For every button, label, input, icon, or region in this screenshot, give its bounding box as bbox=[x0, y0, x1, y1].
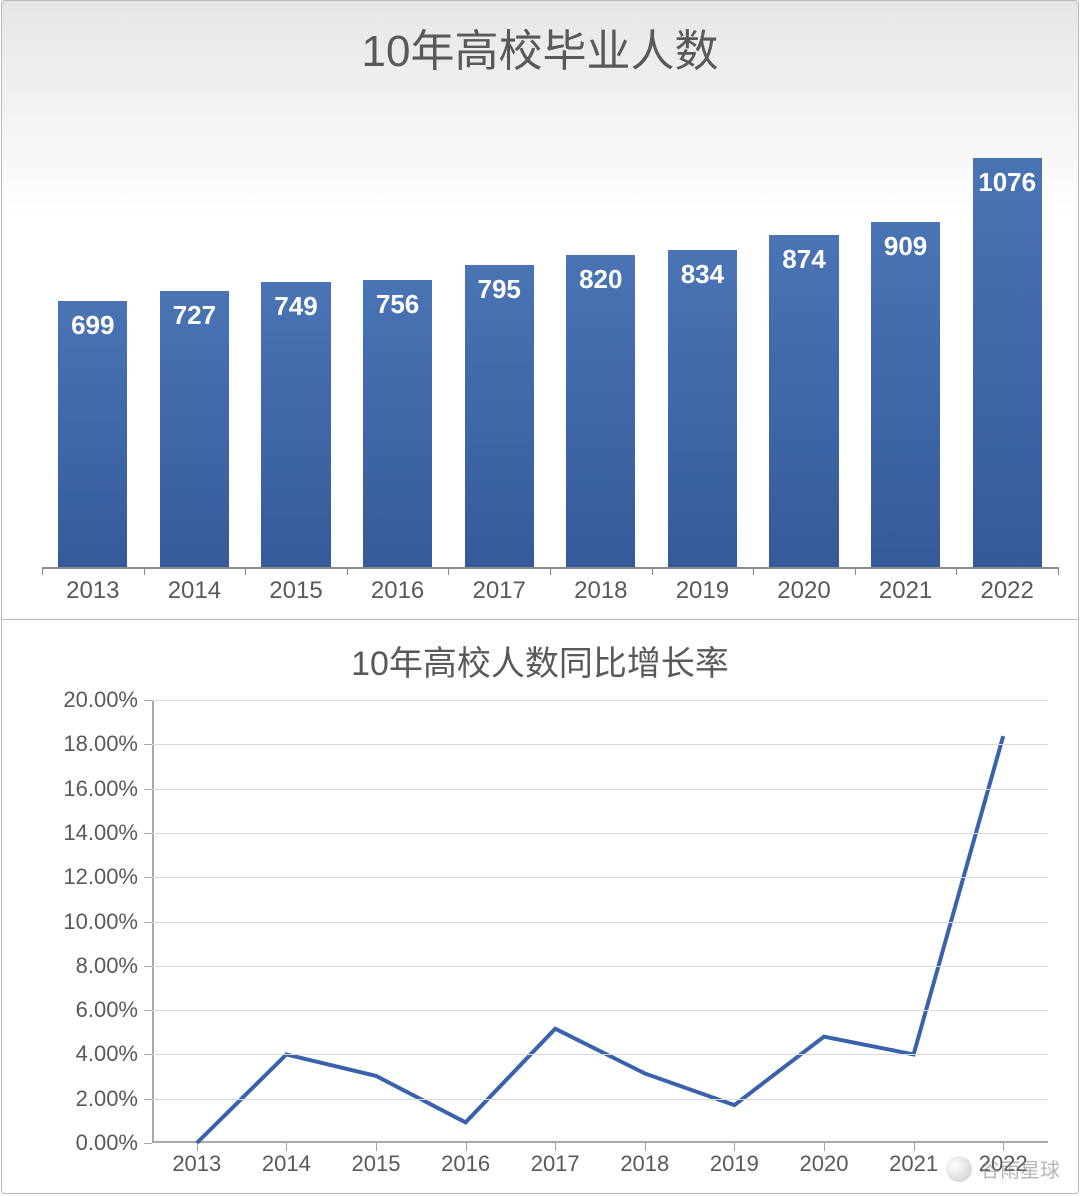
bar bbox=[363, 280, 432, 567]
bar-value-label: 727 bbox=[144, 300, 246, 331]
bar bbox=[465, 265, 534, 567]
line-chart-gridline bbox=[152, 922, 1048, 923]
line-chart-series bbox=[197, 736, 1003, 1143]
line-chart-gridline bbox=[152, 789, 1048, 790]
watermark-icon bbox=[946, 1156, 972, 1182]
line-chart-xtick-mark bbox=[645, 1143, 646, 1151]
line-chart-gridline bbox=[152, 700, 1048, 701]
bar bbox=[871, 222, 940, 567]
bar bbox=[668, 250, 737, 567]
bar-value-label: 795 bbox=[448, 274, 550, 305]
bar-slot: 6992013 bbox=[42, 111, 144, 567]
line-chart-gridline bbox=[152, 1054, 1048, 1055]
line-chart-gridline bbox=[152, 744, 1048, 745]
line-chart-ytick-mark bbox=[144, 789, 152, 790]
bar-xtick-label: 2014 bbox=[144, 567, 246, 605]
line-chart-gridline bbox=[152, 877, 1048, 878]
line-chart-ytick-label: 4.00% bbox=[76, 1041, 152, 1067]
watermark-text: 谷雨星球 bbox=[980, 1154, 1060, 1183]
line-chart-xtick-mark bbox=[466, 1143, 467, 1151]
bar-xtick-label: 2015 bbox=[245, 567, 347, 605]
bar-slot: 10762022 bbox=[956, 111, 1058, 567]
line-chart-gridline bbox=[152, 833, 1048, 834]
bar bbox=[160, 291, 229, 567]
bar-xtick-label: 2019 bbox=[652, 567, 754, 605]
line-chart-xtick-mark bbox=[734, 1143, 735, 1151]
line-chart-ytick-label: 8.00% bbox=[76, 953, 152, 979]
line-chart-title: 10年高校人数同比增长率 bbox=[2, 620, 1078, 685]
line-chart-xtick-mark bbox=[286, 1143, 287, 1151]
bar-chart-plot-area: 6992013727201474920157562016795201782020… bbox=[42, 111, 1058, 569]
bar-value-label: 756 bbox=[347, 289, 449, 320]
bar-xtick-label: 2022 bbox=[956, 567, 1058, 605]
bar-value-label: 874 bbox=[753, 244, 855, 275]
line-chart-ytick-label: 10.00% bbox=[63, 909, 152, 935]
bar-slot: 8202018 bbox=[550, 111, 652, 567]
bar-slot: 8742020 bbox=[753, 111, 855, 567]
line-chart-ytick-label: 16.00% bbox=[63, 776, 152, 802]
line-chart-ytick-label: 20.00% bbox=[63, 687, 152, 713]
line-chart-ytick-label: 6.00% bbox=[76, 997, 152, 1023]
bar-slot: 7272014 bbox=[144, 111, 246, 567]
bar-xtick-label: 2017 bbox=[448, 567, 550, 605]
line-chart-xtick-mark bbox=[914, 1143, 915, 1151]
bar-value-label: 909 bbox=[855, 231, 957, 262]
line-chart-ytick-mark bbox=[144, 922, 152, 923]
bar-value-label: 1076 bbox=[956, 167, 1058, 198]
line-chart-ytick-label: 0.00% bbox=[76, 1130, 152, 1156]
bar bbox=[769, 235, 838, 567]
line-chart-ytick-label: 18.00% bbox=[63, 731, 152, 757]
line-chart-ytick-label: 12.00% bbox=[63, 864, 152, 890]
bar-value-label: 820 bbox=[550, 264, 652, 295]
line-chart-ytick-mark bbox=[144, 1099, 152, 1100]
line-chart-ytick-mark bbox=[144, 700, 152, 701]
line-chart-ytick-mark bbox=[144, 1010, 152, 1011]
line-chart-plot-area: 0.00%2.00%4.00%6.00%8.00%10.00%12.00%14.… bbox=[152, 700, 1048, 1143]
bar-xtick-label: 2020 bbox=[753, 567, 855, 605]
bar-slot: 7492015 bbox=[245, 111, 347, 567]
line-chart-ytick-mark bbox=[144, 744, 152, 745]
line-chart-panel: 10年高校人数同比增长率 0.00%2.00%4.00%6.00%8.00%10… bbox=[1, 620, 1079, 1194]
bar-value-label: 699 bbox=[42, 310, 144, 341]
bar bbox=[973, 158, 1042, 567]
bar-slot: 8342019 bbox=[652, 111, 754, 567]
bar-slot: 7952017 bbox=[448, 111, 550, 567]
bar-xtick-label: 2018 bbox=[550, 567, 652, 605]
line-chart-ytick-mark bbox=[144, 877, 152, 878]
line-chart-ytick-label: 14.00% bbox=[63, 820, 152, 846]
line-chart-ytick-mark bbox=[144, 966, 152, 967]
line-chart-xtick-mark bbox=[376, 1143, 377, 1151]
bar bbox=[261, 282, 330, 567]
line-chart-xtick-mark bbox=[555, 1143, 556, 1151]
bar bbox=[566, 255, 635, 567]
line-chart-gridline bbox=[152, 966, 1048, 967]
bar-xtick-label: 2013 bbox=[42, 567, 144, 605]
bar-xtick-label: 2016 bbox=[347, 567, 449, 605]
bar-value-label: 749 bbox=[245, 291, 347, 322]
line-chart-ytick-mark bbox=[144, 1054, 152, 1055]
bar-slot: 7562016 bbox=[347, 111, 449, 567]
watermark: 谷雨星球 bbox=[946, 1154, 1060, 1183]
bar-chart-panel: 10年高校毕业人数 699201372720147492015756201679… bbox=[1, 0, 1079, 620]
line-chart-xtick-mark bbox=[824, 1143, 825, 1151]
line-chart-gridline bbox=[152, 1010, 1048, 1011]
line-chart-gridline bbox=[152, 1099, 1048, 1100]
line-chart-ytick-label: 2.00% bbox=[76, 1086, 152, 1112]
bar-value-label: 834 bbox=[652, 259, 754, 290]
line-chart-ytick-mark bbox=[144, 833, 152, 834]
bar-chart-title: 10年高校毕业人数 bbox=[2, 1, 1078, 79]
line-chart-xtick-mark bbox=[1003, 1143, 1004, 1151]
bar-slot: 9092021 bbox=[855, 111, 957, 567]
line-chart-ytick-mark bbox=[144, 1143, 152, 1144]
line-chart-xtick-mark bbox=[197, 1143, 198, 1151]
bar-xtick-label: 2021 bbox=[855, 567, 957, 605]
